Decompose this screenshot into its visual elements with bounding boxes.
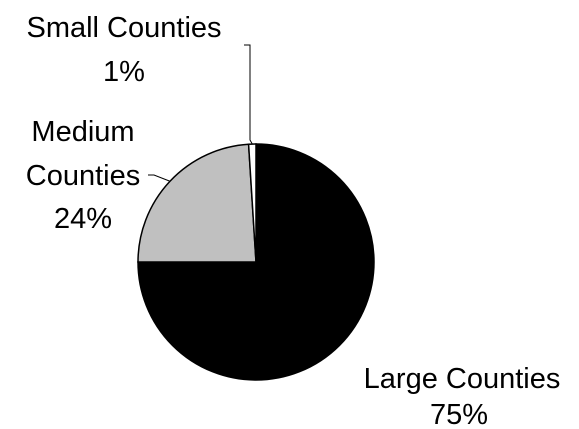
pie-slice-small-counties (247, 143, 257, 263)
leader-lines (148, 44, 253, 182)
pie-slices (137, 143, 375, 381)
slice-label-small-counties: Small Counties (26, 12, 221, 44)
slice-value-medium-counties: 24% (54, 203, 112, 235)
leader-line-small-counties (244, 44, 253, 145)
pie-slice-large-counties (137, 143, 375, 381)
slice-value-large-counties: 75% (430, 399, 488, 429)
slice-label-large-counties: Large Counties (364, 363, 561, 395)
slice-label-medium-counties-line2: Counties (26, 160, 140, 192)
leader-line-medium-counties (148, 174, 171, 182)
pie-slice-medium-counties (137, 143, 257, 263)
slice-label-medium-counties-line1: Medium (31, 116, 134, 148)
slice-value-small-counties: 1% (103, 56, 145, 88)
